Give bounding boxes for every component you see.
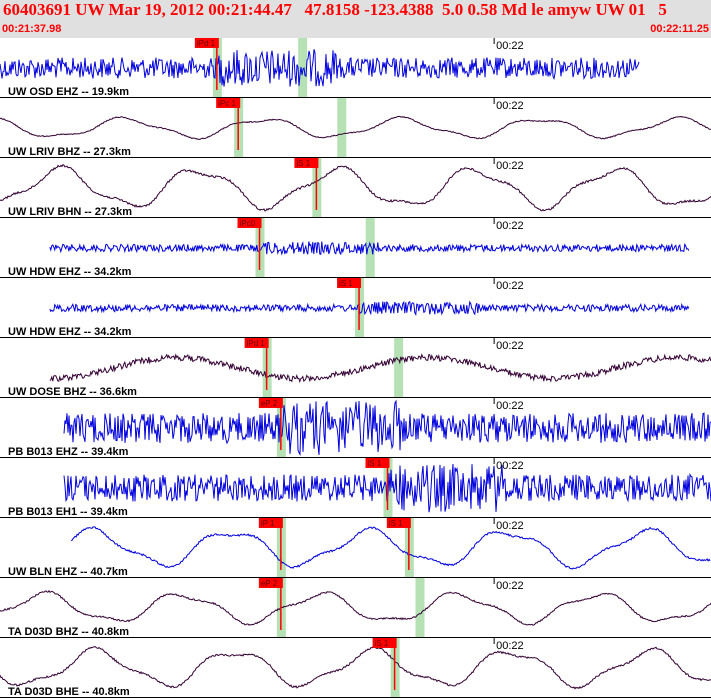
pick-window <box>298 38 308 98</box>
pick-label-box <box>237 218 262 228</box>
pick-label-box <box>337 278 362 288</box>
event-title: 60403691 UW Mar 19, 2012 00:21:44.47 47.… <box>3 0 667 19</box>
pick-window <box>415 578 425 638</box>
waveform-trace <box>70 526 711 570</box>
pick-label-box <box>216 98 241 108</box>
minute-label: 00:22 <box>496 100 524 112</box>
pick-label: iPc0 <box>240 219 256 228</box>
pick-label-box <box>365 458 390 468</box>
minute-label: 00:22 <box>496 640 524 652</box>
pick-label: iS 1 <box>339 279 353 288</box>
station-label: PB B013 EHZ -- 39.4km <box>8 446 129 458</box>
waveform-trace <box>0 49 640 87</box>
station-label: UW HDW EHZ -- 34.2km <box>8 326 132 338</box>
trace-panel: 00:22 iS 1 TA D03D BHE -- 40.8km <box>0 638 711 698</box>
minute-label: 00:22 <box>496 340 524 352</box>
station-label: TA D03D BHE -- 40.8km <box>8 686 130 698</box>
station-label: UW HDW EHZ -- 34.2km <box>8 266 132 278</box>
pick-label-box <box>194 38 219 48</box>
waveform-trace <box>0 115 711 140</box>
pick-label-box <box>294 158 319 168</box>
pick-label-box <box>244 338 269 348</box>
pick-label: eP 2 <box>261 399 278 408</box>
trace-panel: 00:22 iPd 1 UW OSD EHZ -- 19.9km <box>0 38 711 98</box>
trace-panel: 00:22 iPd 1 UW DOSE BHZ -- 36.6km <box>0 338 711 398</box>
window-end-time: 00:22:11.25 <box>650 23 709 35</box>
pick-label: iPc 1 <box>218 99 236 108</box>
pick-label-box <box>258 398 283 408</box>
pick-label: iPd 1 <box>247 339 266 348</box>
seismogram-panel: 00:22 iPd 1 UW OSD EHZ -- 19.9km 00:22 iPc 1… <box>0 38 711 698</box>
waveform-trace <box>0 164 711 212</box>
pick-label-box <box>386 518 411 528</box>
pick-label: iS 1 <box>367 459 381 468</box>
window-start-time: 00:21:37.98 <box>2 23 62 35</box>
station-label: UW BLN EHZ -- 40.7km <box>8 566 128 578</box>
station-label: UW LRIV BHZ -- 27.3km <box>8 146 131 158</box>
pick-label-box <box>258 578 283 588</box>
trace-panel: 00:22 iS 1 PB B013 EH1 -- 39.4km <box>0 458 711 518</box>
waveform-trace <box>49 300 690 316</box>
pick-window <box>337 98 347 158</box>
minute-label: 00:22 <box>496 580 524 592</box>
pick-label: iPd 1 <box>197 39 216 48</box>
station-label: PB B013 EH1 -- 39.4km <box>8 506 128 518</box>
pick-label: iS 1 <box>375 639 389 648</box>
waveform-trace <box>63 399 711 457</box>
trace-panel: 00:22 iS 1 UW HDW EHZ -- 34.2km <box>0 278 711 338</box>
minute-label: 00:22 <box>496 520 524 532</box>
trace-panel: 00:22 eP 2 TA D03D BHZ -- 40.8km <box>0 578 711 638</box>
pick-label: iP 1 <box>261 519 275 528</box>
station-label: UW OSD EHZ -- 19.9km <box>8 86 129 98</box>
waveform-trace <box>49 241 690 256</box>
header-bar: 60403691 UW Mar 19, 2012 00:21:44.47 47.… <box>0 0 711 38</box>
pick-label-box <box>258 518 283 528</box>
trace-panel: 00:22 iS 1 UW LRIV BHN -- 27.3km <box>0 158 711 218</box>
station-label: UW DOSE BHZ -- 36.6km <box>8 386 137 398</box>
waveform-trace <box>49 353 711 384</box>
waveform-trace <box>0 646 711 690</box>
minute-label: 00:22 <box>496 280 524 292</box>
waveform-trace <box>0 589 711 626</box>
trace-panel: 00:22 iP 1 iS 1 UW BLN EHZ -- 40.7km <box>0 518 711 578</box>
minute-label: 00:22 <box>496 160 524 172</box>
minute-label: 00:22 <box>496 460 524 472</box>
pick-window <box>365 218 375 278</box>
pick-label-box <box>372 638 397 648</box>
pick-label: iS 1 <box>389 519 403 528</box>
minute-label: 00:22 <box>496 220 524 232</box>
trace-panel: 00:22 iPc 1 UW LRIV BHZ -- 27.3km <box>0 98 711 158</box>
minute-label: 00:22 <box>496 40 524 52</box>
station-label: UW LRIV BHN -- 27.3km <box>8 206 132 218</box>
minute-label: 00:22 <box>496 400 524 412</box>
station-label: TA D03D BHZ -- 40.8km <box>8 626 129 638</box>
trace-panel: 00:22 iPc0 UW HDW EHZ -- 34.2km <box>0 218 711 278</box>
pick-window <box>394 338 404 398</box>
trace-panel: 00:22 eP 2 PB B013 EHZ -- 39.4km <box>0 398 711 458</box>
pick-label: eP 2 <box>261 579 278 588</box>
pick-label: iS 1 <box>296 159 310 168</box>
